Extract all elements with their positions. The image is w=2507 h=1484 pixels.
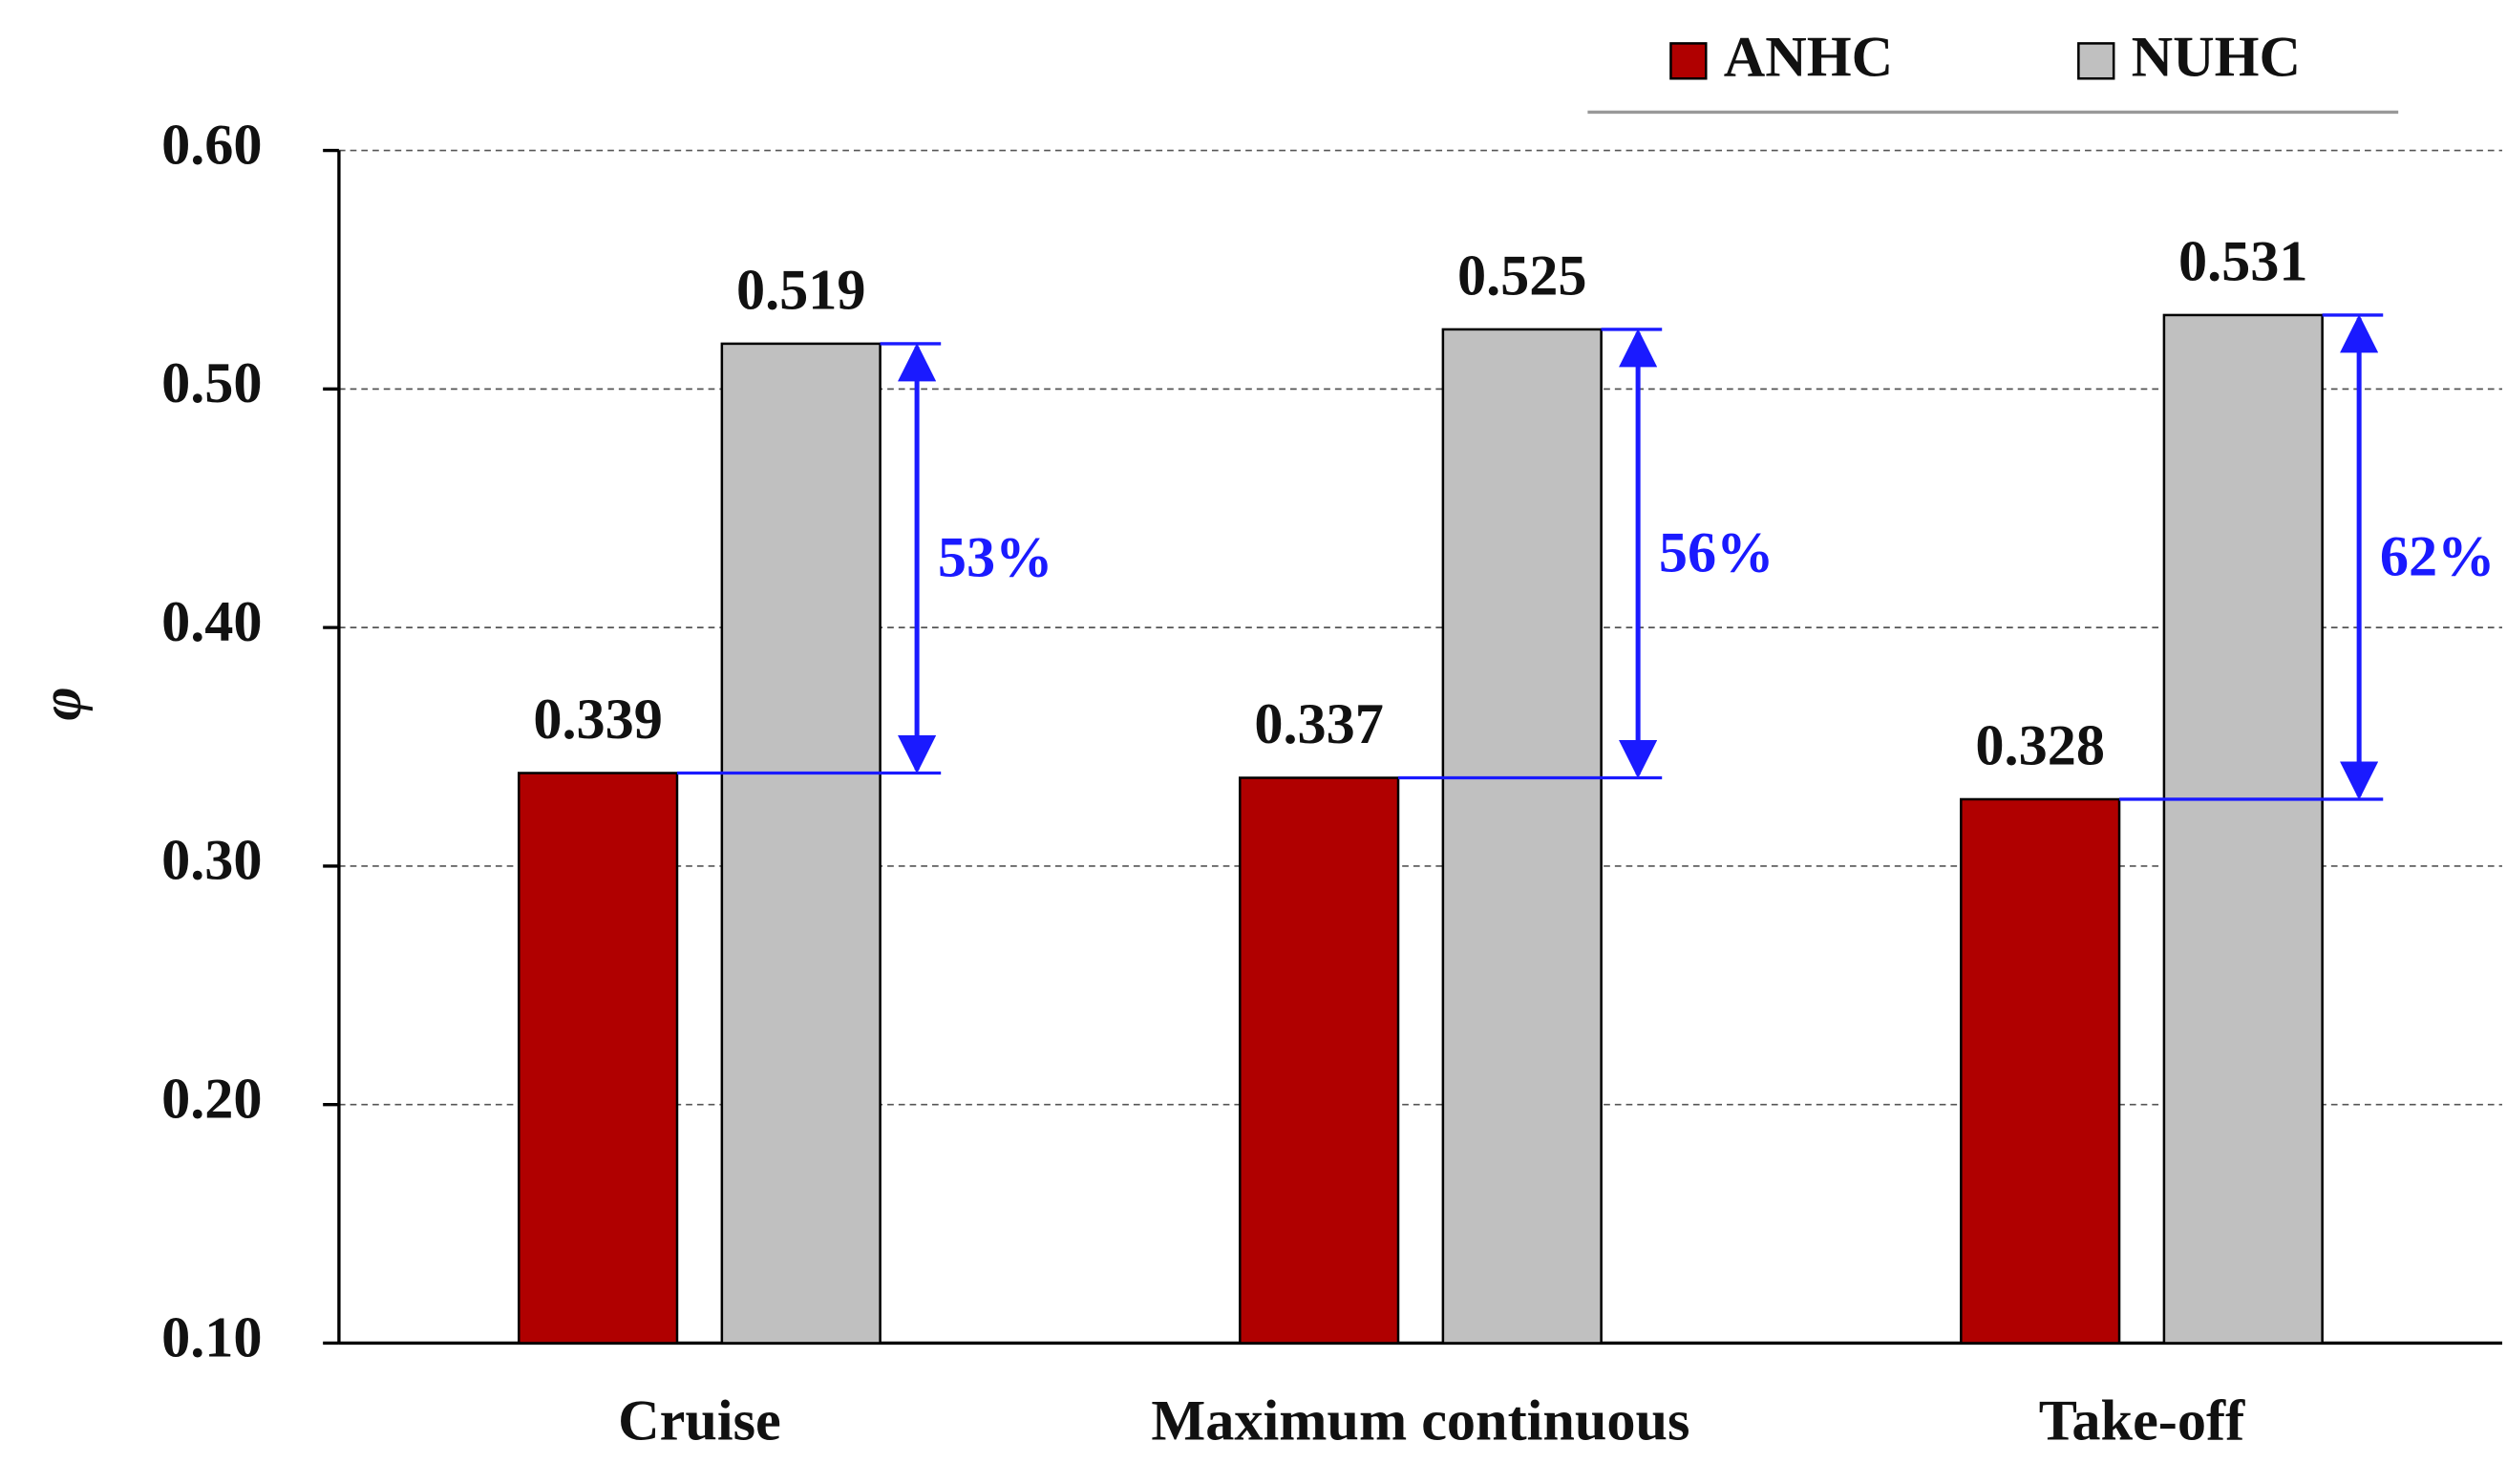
legend-label: ANHC: [1724, 25, 1893, 89]
annotation: 56%: [1659, 521, 1774, 585]
data-label: 0.531: [2178, 230, 2308, 294]
y-tick-label: 0.50: [161, 351, 262, 415]
annotation: 62%: [2380, 524, 2496, 588]
bar: [517, 772, 679, 1345]
data-label: 0.328: [1975, 714, 2105, 778]
data-label: 0.339: [533, 688, 663, 752]
y-tick-label: 0.10: [161, 1305, 262, 1369]
x-tick-label: Cruise: [618, 1389, 781, 1452]
annotation: 53%: [938, 526, 1052, 590]
x-tick-label: Take-off: [2039, 1389, 2245, 1452]
y-tick-label: 0.40: [161, 590, 262, 654]
y-axis-label: φ: [30, 687, 94, 720]
data-label: 0.519: [736, 259, 866, 323]
bar: [720, 342, 882, 1345]
y-tick-label: 0.30: [161, 829, 262, 893]
legend-swatch: [2077, 42, 2115, 80]
data-label: 0.525: [1457, 244, 1587, 308]
bar: [1960, 797, 2121, 1345]
bar: [2162, 313, 2324, 1345]
legend-swatch: [1669, 42, 1708, 80]
bar: [1239, 776, 1400, 1345]
data-label: 0.337: [1254, 692, 1384, 756]
legend-label: NUHC: [2132, 25, 2301, 89]
y-tick-label: 0.60: [161, 113, 262, 177]
y-tick-label: 0.20: [161, 1068, 262, 1132]
x-tick-label: Maximum continuous: [1151, 1389, 1689, 1452]
bar: [1441, 328, 1603, 1345]
